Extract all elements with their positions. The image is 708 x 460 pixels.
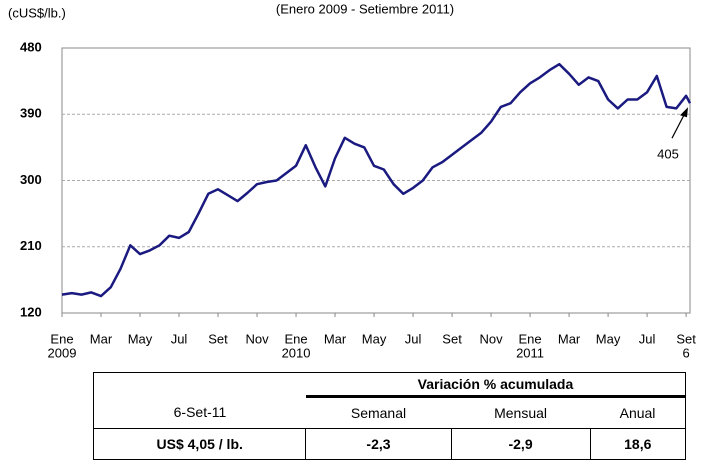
annotation: 405 — [657, 147, 679, 162]
summary-table: Variación % acumulada 6-Set-11 Semanal Men… — [92, 372, 687, 460]
x-tick-label: Nov — [245, 331, 269, 346]
x-tick-label: Set — [442, 331, 462, 346]
x-tick-label: Jul — [639, 331, 656, 346]
chart: (Enero 2009 - Setiembre 2011) (cUS$/lb.)… — [8, 1, 696, 360]
y-axis-label: (cUS$/lb.) — [8, 5, 66, 20]
table-header: Variación % acumulada — [305, 372, 686, 398]
y-tick-label: 300 — [20, 172, 42, 187]
x-year-label: 6 — [682, 345, 689, 360]
x-tick-label: May — [128, 331, 153, 346]
annotation-arrowhead — [680, 107, 688, 118]
x-year-label: 2011 — [516, 345, 544, 360]
x-year-label: 2010 — [282, 345, 311, 360]
x-tick-label: Ene — [50, 331, 73, 346]
x-tick-label: Mar — [90, 331, 113, 346]
plot-frame — [61, 47, 691, 314]
table-cell: Anual — [590, 396, 687, 429]
chart-title: (Enero 2009 - Setiembre 2011) — [276, 1, 454, 16]
x-tick-label: Ene — [519, 331, 542, 346]
x-tick-label: May — [596, 331, 621, 346]
x-tick-label: Set — [208, 331, 228, 346]
table-cell: Semanal — [350, 405, 407, 421]
x-tick-label: May — [362, 331, 387, 346]
empty-cell — [92, 372, 306, 397]
y-tick-label: 120 — [20, 304, 42, 319]
x-tick-label: Mar — [324, 331, 347, 346]
y-tick-label: 210 — [20, 238, 42, 253]
x-tick-label: Mar — [558, 331, 581, 346]
price-line — [61, 62, 692, 298]
y-tick-label: 480 — [20, 39, 42, 54]
x-tick-label: Jul — [405, 331, 422, 346]
table-cell: Mensual — [494, 405, 548, 421]
table-cell: 6-Set-11 — [92, 396, 306, 429]
x-tick-label: Ene — [284, 331, 307, 346]
x-tick-label: Set — [676, 331, 696, 346]
x-year-label: 2009 — [48, 345, 77, 360]
x-tick-label: Jul — [171, 331, 188, 346]
y-tick-label: 390 — [20, 106, 42, 121]
x-tick-label: Nov — [480, 331, 504, 346]
